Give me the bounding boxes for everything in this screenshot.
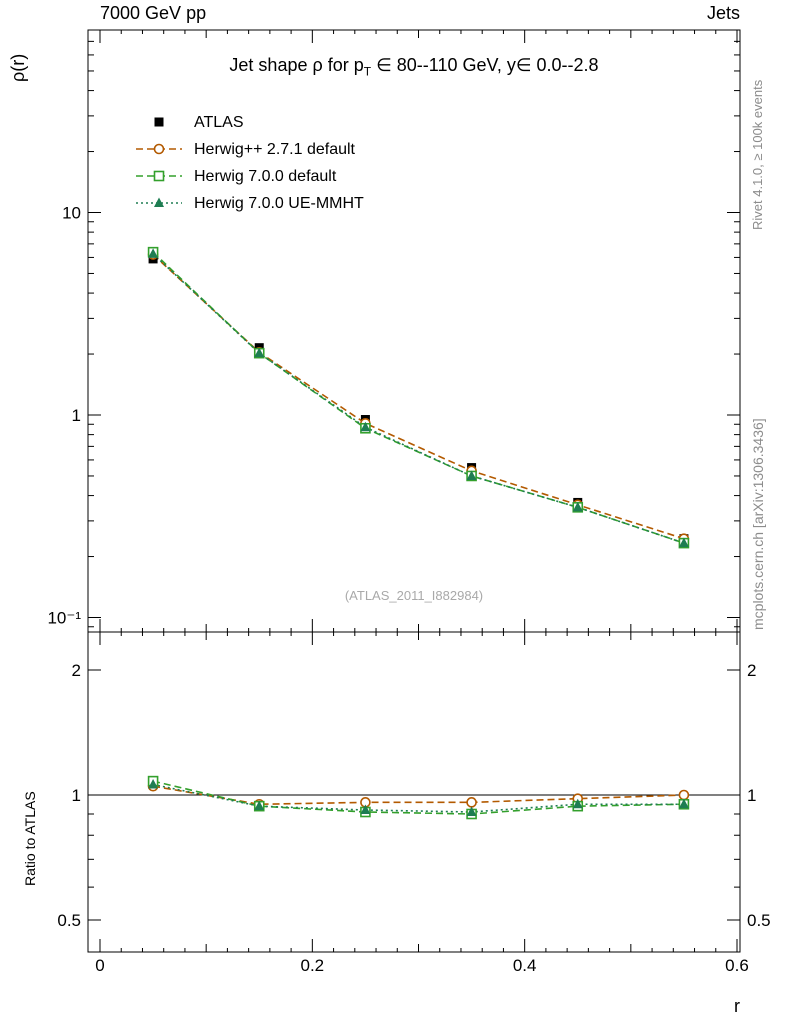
svg-text:2: 2 (747, 661, 756, 680)
svg-text:1: 1 (747, 786, 756, 805)
analysis-group-label: Jets (706, 3, 740, 23)
plot-title: Jet shape ρ for pT ∈ 80--110 GeV, y∈ 0.0… (88, 55, 740, 79)
svg-text:0.5: 0.5 (747, 911, 771, 930)
svg-text:0.2: 0.2 (301, 956, 325, 975)
analysis-id-watermark: (ATLAS_2011_I882984) (344, 588, 484, 603)
svg-text:Herwig++ 2.7.1 default: Herwig++ 2.7.1 default (194, 141, 356, 158)
svg-text:10⁻¹: 10⁻¹ (47, 609, 81, 628)
plot-title-suffix: ∈ 80--110 GeV, y∈ 0.0--2.8 (371, 55, 599, 75)
svg-text:1: 1 (72, 786, 81, 805)
svg-text:10: 10 (62, 204, 81, 223)
svg-text:Herwig 7.0.0 default: Herwig 7.0.0 default (194, 168, 337, 185)
svg-text:0.4: 0.4 (513, 956, 537, 975)
plot-title-subscript: T (363, 64, 372, 79)
svg-text:ATLAS: ATLAS (194, 114, 244, 131)
svg-text:0: 0 (95, 956, 104, 975)
svg-text:0.6: 0.6 (725, 956, 749, 975)
beam-energy-label: 7000 GeV pp (100, 3, 207, 23)
svg-text:2: 2 (72, 661, 81, 680)
svg-text:Herwig 7.0.0 UE-MMHT: Herwig 7.0.0 UE-MMHT (194, 195, 364, 212)
x-axis-label: r (734, 996, 740, 1016)
plot-title-prefix: Jet shape ρ for p (229, 55, 364, 75)
svg-text:1: 1 (72, 406, 81, 425)
svg-text:0.5: 0.5 (57, 911, 81, 930)
